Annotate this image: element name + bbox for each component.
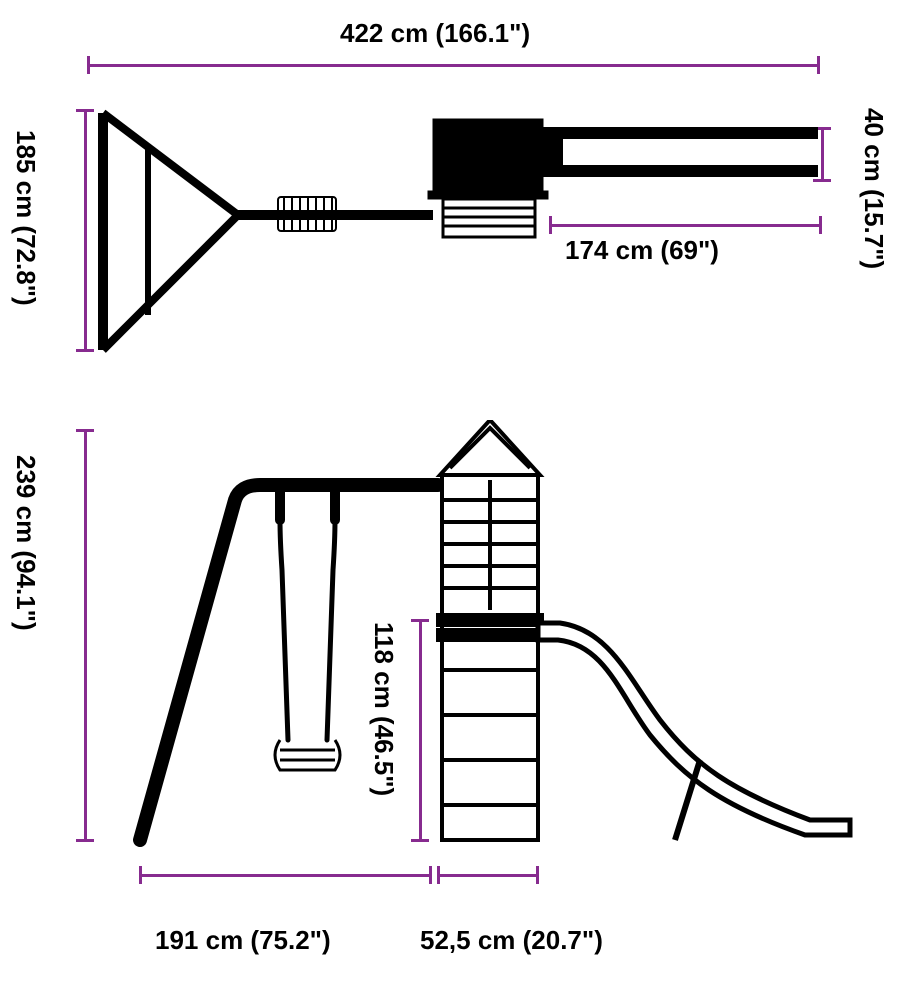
dim-swing-width-line: [140, 874, 430, 877]
dim-total-height-line: [84, 430, 87, 840]
dim-total-height-label: 239 cm (94.1"): [10, 455, 41, 631]
dim-swing-depth-label: 185 cm (72.8"): [10, 130, 41, 306]
dim-total-width-line: [88, 64, 818, 67]
dim-swing-width-label: 191 cm (75.2"): [155, 925, 331, 956]
dim-tick: [76, 429, 94, 432]
dim-slide-width-label: 40 cm (15.7"): [858, 108, 889, 269]
dim-tower-width-label: 52,5 cm (20.7"): [420, 925, 603, 956]
dim-tick: [87, 56, 90, 74]
dim-tick: [536, 866, 539, 884]
top-view-drawing: [88, 105, 828, 365]
dim-tower-width-line: [438, 874, 537, 877]
dim-tick: [817, 56, 820, 74]
dim-swing-depth-line: [84, 110, 87, 350]
dim-tick: [139, 866, 142, 884]
dim-tick: [437, 866, 440, 884]
dim-total-width-label: 422 cm (166.1"): [340, 18, 530, 49]
dim-tick: [76, 839, 94, 842]
dim-tick: [429, 866, 432, 884]
side-view-drawing: [120, 420, 880, 860]
